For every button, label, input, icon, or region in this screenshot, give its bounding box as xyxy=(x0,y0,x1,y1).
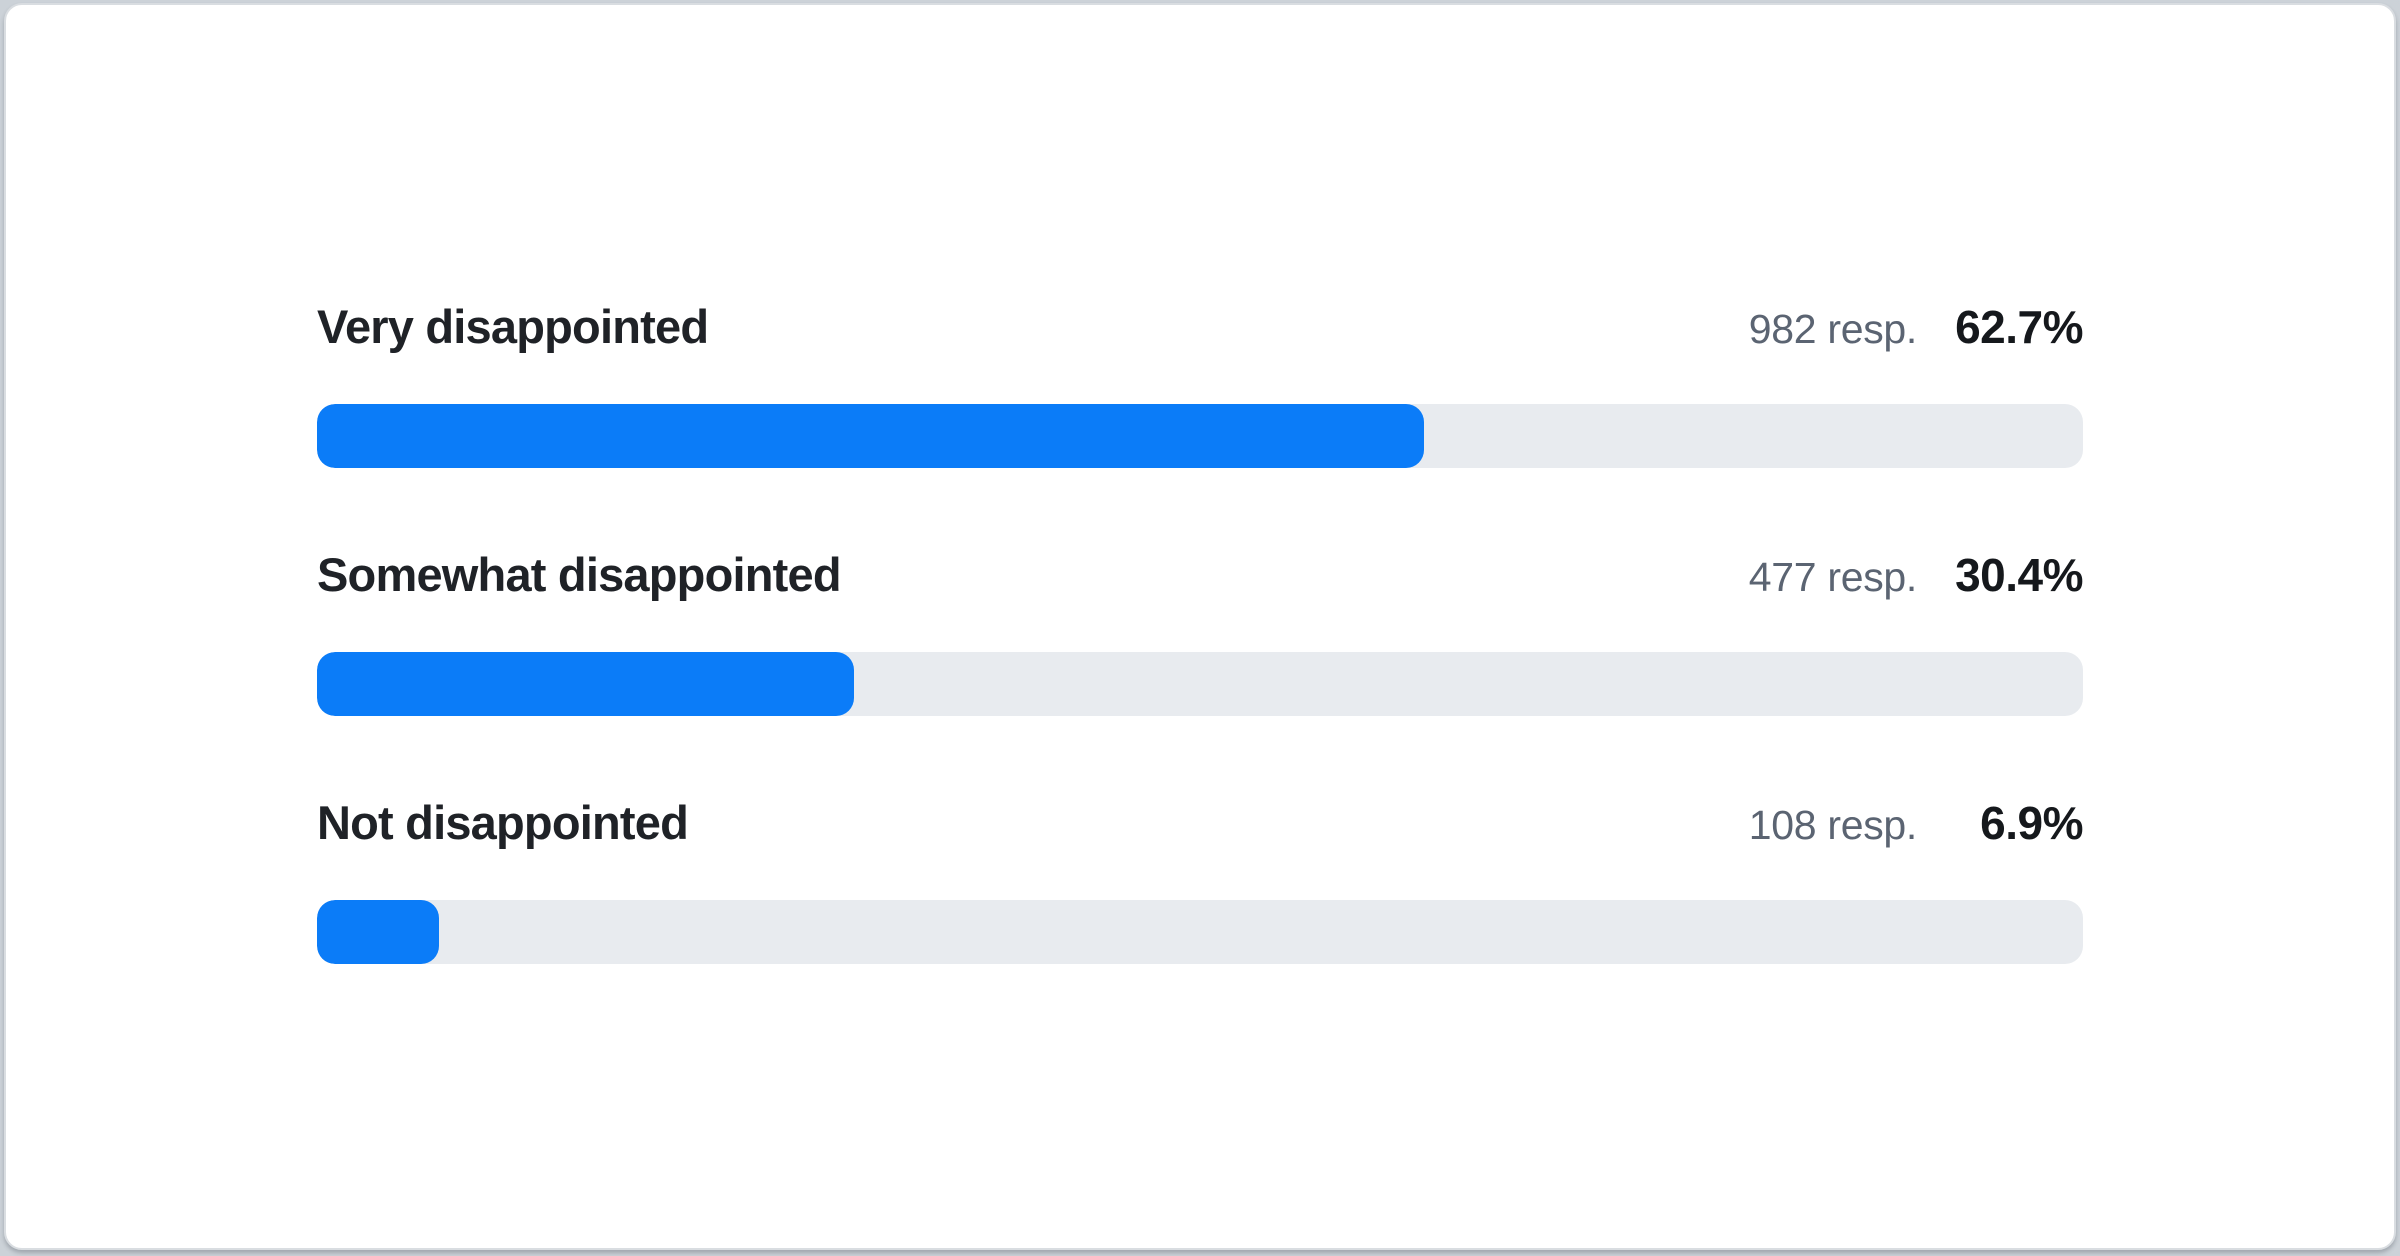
bar-fill xyxy=(317,899,439,964)
response-count: 477 resp. xyxy=(1748,553,1918,600)
survey-result-row: Somewhat disappointed 477 resp. 30.4% xyxy=(317,546,2084,716)
bar-fill xyxy=(317,403,1425,468)
bar-track xyxy=(317,651,2083,716)
bar-fill xyxy=(317,651,854,716)
bar-track xyxy=(317,403,2083,468)
answer-label: Not disappointed xyxy=(317,795,689,849)
answer-label: Very disappointed xyxy=(317,299,709,353)
survey-result-row: Very disappointed 982 resp. 62.7% xyxy=(317,298,2084,468)
row-header: Somewhat disappointed 477 resp. 30.4% xyxy=(317,546,2084,606)
percentage-value: 62.7% xyxy=(1955,300,2083,353)
response-count: 982 resp. xyxy=(1748,305,1918,352)
response-count: 108 resp. xyxy=(1748,801,1918,848)
percentage-value: 6.9% xyxy=(1980,796,2083,849)
answer-label: Somewhat disappointed xyxy=(317,547,842,601)
pmf-survey-bar-chart: Very disappointed 982 resp. 62.7% Somewh… xyxy=(317,298,2084,964)
row-header: Very disappointed 982 resp. 62.7% xyxy=(317,298,2084,358)
percentage-value: 30.4% xyxy=(1955,548,2083,601)
survey-results-card: Very disappointed 982 resp. 62.7% Somewh… xyxy=(4,3,2396,1250)
bar-track xyxy=(317,899,2083,964)
survey-result-row: Not disappointed 108 resp. 6.9% xyxy=(317,794,2084,964)
row-header: Not disappointed 108 resp. 6.9% xyxy=(317,794,2084,854)
